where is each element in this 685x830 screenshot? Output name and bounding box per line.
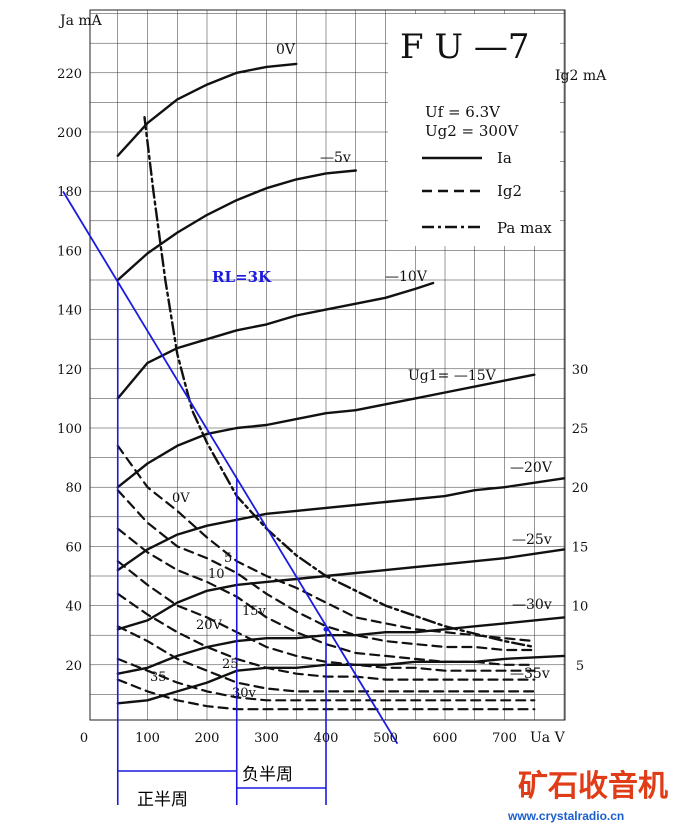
legend-label-ig2: Ig2 bbox=[497, 182, 522, 200]
legend-label-ia: Ia bbox=[497, 149, 512, 167]
chart-title: F U —7 bbox=[400, 27, 530, 67]
y-tick-label: 220 bbox=[57, 67, 82, 82]
ig2-label-35: 35 bbox=[150, 670, 167, 685]
ig2-label-15v: 15v bbox=[242, 604, 267, 619]
ig2-label-30v: 30v bbox=[232, 686, 257, 701]
curves bbox=[116, 62, 566, 711]
y-tick-label: 180 bbox=[57, 185, 82, 200]
load-line bbox=[62, 190, 399, 745]
y-tick-label: 140 bbox=[57, 304, 82, 319]
y-tick-label: 160 bbox=[57, 244, 82, 259]
curve-label-5v: —5v bbox=[320, 150, 351, 166]
x-tick-label: 100 bbox=[135, 731, 160, 746]
ig2-label-10: 10 bbox=[208, 567, 225, 582]
grid bbox=[89, 9, 566, 721]
ig2-label-20v: 20V bbox=[196, 618, 223, 633]
plot-frame bbox=[89, 9, 566, 721]
legend-box bbox=[388, 14, 560, 246]
curve-label-25v: —25v bbox=[512, 532, 552, 548]
y2-axis-label: Ig2 mA bbox=[555, 68, 607, 84]
curve-ig2 bbox=[116, 489, 536, 652]
curve-label-15v: Ug1= —15V bbox=[408, 368, 497, 384]
curve-label-0v: 0V bbox=[276, 42, 296, 58]
y2-tick-label: 30 bbox=[572, 363, 589, 378]
y2-tick-label: 15 bbox=[572, 540, 589, 555]
curve-ia bbox=[116, 548, 566, 631]
watermark-title: 矿石收音机 bbox=[518, 769, 668, 804]
watermark-url: www.crystalradio.cn bbox=[507, 809, 624, 823]
ig2-label-0v: 0V bbox=[172, 491, 190, 506]
condition-uf: Uf = 6.3V bbox=[425, 103, 501, 121]
x-axis-label: Ua V bbox=[530, 730, 566, 746]
y-tick-label: 40 bbox=[65, 600, 82, 615]
negative-half-cycle-label: 负半周 bbox=[242, 765, 293, 785]
legend-label-pamax: Pa max bbox=[497, 219, 552, 237]
y-tick-label: 80 bbox=[65, 481, 82, 496]
y-tick-label: 100 bbox=[57, 422, 82, 437]
curve-ia bbox=[116, 62, 298, 157]
curve-label-10v: —10V bbox=[385, 269, 428, 285]
y-tick-label: 20 bbox=[65, 659, 82, 674]
x-tick-label: 600 bbox=[433, 731, 458, 746]
curve-ig2 bbox=[116, 444, 536, 643]
curve-ig2 bbox=[116, 625, 536, 693]
ig2-label-25: 25 bbox=[222, 657, 239, 672]
curve-ia bbox=[116, 169, 357, 282]
watermark: 矿石收音机 www.crystalradio.cn bbox=[507, 769, 668, 823]
ig2-label-5: 5 bbox=[224, 551, 232, 566]
x-tick-label: 300 bbox=[254, 731, 279, 746]
x-tick-label: 200 bbox=[195, 731, 220, 746]
y2-tick-label: 20 bbox=[572, 481, 589, 496]
operating-point-marker bbox=[323, 626, 329, 632]
x-tick-label: 500 bbox=[373, 731, 398, 746]
y-axis-label: Ja mA bbox=[58, 13, 103, 29]
curve-ia bbox=[116, 373, 536, 489]
x-tick-label: 700 bbox=[492, 731, 517, 746]
curve-ia bbox=[116, 477, 566, 572]
curve-label-30v: —30v bbox=[512, 597, 552, 613]
curve-ia bbox=[116, 281, 435, 400]
y2-tick-label: 25 bbox=[572, 422, 589, 437]
curve-label-20v: —20V bbox=[510, 460, 553, 476]
labels: Ja mA Ig2 mA Ua V F U —7 Uf = 6.3V Ug2 =… bbox=[58, 13, 607, 810]
x-tick-label: 0 bbox=[80, 731, 88, 746]
y2-tick-label: 5 bbox=[576, 659, 584, 674]
load-line-overlay bbox=[62, 190, 399, 805]
curve-label-35v: —35v bbox=[510, 666, 550, 682]
x-tick-label: 400 bbox=[314, 731, 339, 746]
y-tick-label: 200 bbox=[57, 126, 82, 141]
ticks: 0 100 200 300 400 500 600 700 20 40 60 80 100 120 140 1… bbox=[57, 67, 588, 746]
positive-half-cycle-label: 正半周 bbox=[137, 790, 188, 810]
y2-tick-label: 10 bbox=[572, 600, 589, 615]
condition-ug2: Ug2 = 300V bbox=[425, 122, 520, 140]
y-tick-label: 120 bbox=[57, 363, 82, 378]
load-line-label: RL=3K bbox=[212, 268, 272, 286]
y-tick-label: 60 bbox=[65, 540, 82, 555]
